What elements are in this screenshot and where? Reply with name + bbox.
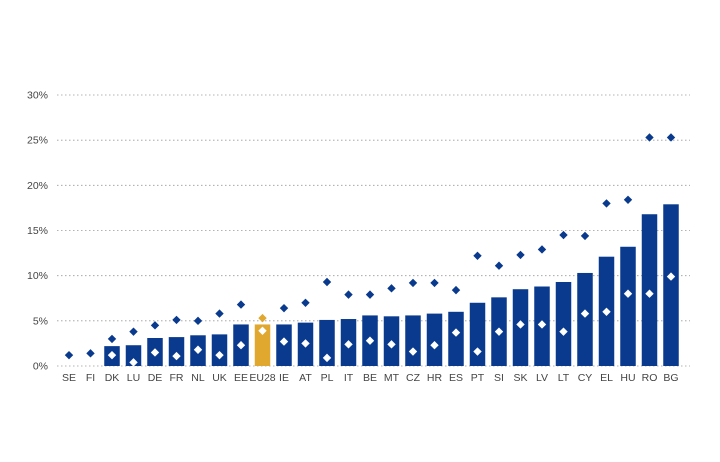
x-tick-label: EL <box>600 372 613 384</box>
x-tick-label: BE <box>363 372 377 384</box>
x-tick-label: FR <box>170 372 184 384</box>
marker-dark-sk <box>516 251 524 259</box>
x-tick-label: CZ <box>406 372 421 384</box>
x-tick-label: IT <box>344 372 354 384</box>
marker-dark-at <box>301 299 309 307</box>
marker-dark-si <box>495 262 503 270</box>
x-tick-label: IE <box>279 372 289 384</box>
x-tick-label: LT <box>558 372 570 384</box>
x-tick-label: UK <box>212 372 227 384</box>
x-tick-label: DE <box>148 372 163 384</box>
x-tick-label: LU <box>127 372 140 384</box>
marker-dark-cy <box>581 232 589 240</box>
marker-dark-se <box>65 351 73 359</box>
bar-uk <box>212 334 228 366</box>
x-tick-label: NL <box>191 372 205 384</box>
y-tick-label: 0% <box>33 361 48 373</box>
marker-dark-fr <box>172 316 180 324</box>
marker-dark-fi <box>86 349 94 357</box>
marker-dark-cz <box>409 279 417 287</box>
marker-dark-ee <box>237 300 245 308</box>
bar-es <box>448 312 464 366</box>
marker-dark-be <box>366 290 374 298</box>
marker-dark-de <box>151 321 159 329</box>
y-tick-label: 30% <box>27 90 48 102</box>
marker-dark-it <box>344 290 352 298</box>
marker-dark-es <box>452 286 460 294</box>
marker-dark-nl <box>194 317 202 325</box>
x-tick-label: RO <box>642 372 658 384</box>
x-tick-label: HR <box>427 372 443 384</box>
marker-dark-dk <box>108 335 116 343</box>
marker-dark-ie <box>280 304 288 312</box>
x-tick-label: EU28 <box>249 372 275 384</box>
marker-dark-el <box>602 199 610 207</box>
bar-pt <box>470 303 486 366</box>
x-tick-label: PL <box>321 372 334 384</box>
bar-bg <box>663 204 679 366</box>
y-tick-label: 5% <box>33 315 48 327</box>
x-tick-label: EE <box>234 372 248 384</box>
y-tick-label: 25% <box>27 135 48 147</box>
x-tick-label: CY <box>578 372 593 384</box>
x-tick-label: LV <box>536 372 548 384</box>
marker-dark-lu <box>129 327 137 335</box>
marker-dark-mt <box>387 284 395 292</box>
marker-dark-hr <box>430 279 438 287</box>
x-tick-label: FI <box>86 372 95 384</box>
x-tick-label: MT <box>384 372 400 384</box>
x-tick-label: PT <box>471 372 485 384</box>
x-axis-tick-labels: SE FI DK LU DE FR NL UK EEEU28 IE AT PL IT BE MT CZ HR ES… <box>62 372 679 384</box>
x-tick-label: SE <box>62 372 76 384</box>
y-tick-label: 15% <box>27 225 48 237</box>
y-axis-tick-labels: 0% 5% 10% 15% 20% 25% 30% <box>27 90 48 373</box>
marker-dark-lt <box>559 231 567 239</box>
x-tick-label: SK <box>513 372 527 384</box>
marker-dark-hu <box>624 196 632 204</box>
x-tick-label: SI <box>494 372 504 384</box>
marker-dark-uk <box>215 309 223 317</box>
bar-lt <box>556 282 572 366</box>
bar-hr <box>427 314 443 366</box>
x-tick-label: DK <box>105 372 120 384</box>
x-tick-label: BG <box>663 372 678 384</box>
y-tick-label: 10% <box>27 270 48 282</box>
y-tick-label: 20% <box>27 180 48 192</box>
marker-dark-ro <box>645 133 653 141</box>
bar-hu <box>620 247 636 366</box>
marker-dark-pl <box>323 278 331 286</box>
bar-cy <box>577 273 593 366</box>
x-tick-label: ES <box>449 372 463 384</box>
marker-dark-lv <box>538 245 546 253</box>
bar-fr <box>169 337 185 366</box>
x-tick-label: AT <box>299 372 312 384</box>
x-tick-label: HU <box>620 372 635 384</box>
marker-dark-pt <box>473 252 481 260</box>
bar-cz <box>405 315 421 366</box>
